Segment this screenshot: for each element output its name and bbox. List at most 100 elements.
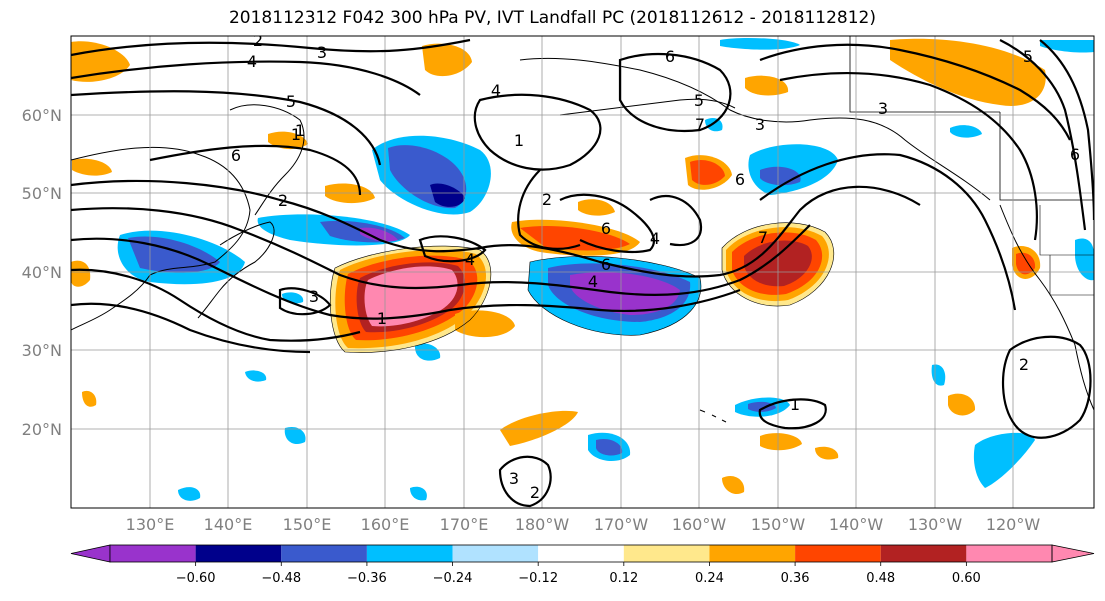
- colorbar-tick-label: 0.36: [781, 571, 810, 586]
- colorbar-swatch: [795, 545, 881, 562]
- canada-border: [849, 36, 1094, 201]
- colorbar-swatch: [366, 545, 453, 562]
- pv-contour: [517, 169, 581, 250]
- pos-anomaly-blob: [722, 475, 745, 495]
- lon-label: 150°E: [283, 515, 332, 534]
- contour-label: 5: [694, 91, 704, 110]
- contour-label: 1: [514, 131, 524, 150]
- contour-label: 2: [253, 31, 263, 50]
- neg-anomaly-blob: [284, 426, 306, 445]
- contour-label: 3: [309, 287, 319, 306]
- contour-label: 4: [247, 52, 257, 71]
- lon-label: 130°W: [908, 515, 963, 534]
- neg-anomaly-blob: [245, 370, 267, 382]
- neg-anomaly-blob: [1040, 40, 1094, 53]
- pv-contour: [649, 195, 703, 247]
- neg-anomaly-blob: [596, 438, 623, 456]
- pos-anomaly-blob: [520, 225, 630, 251]
- contour-label: 5: [286, 92, 296, 111]
- pos-anomaly-blob: [72, 158, 112, 176]
- lon-label: 160°W: [672, 515, 727, 534]
- pos-anomaly-blob: [455, 310, 515, 338]
- pos-anomaly-blob: [745, 75, 789, 96]
- pv-contour: [71, 237, 741, 320]
- longitude-labels: 130°E 140°E 150°E 160°E 170°E 180°W 170°W 160°W…: [126, 515, 1041, 534]
- contour-label: 4: [650, 229, 660, 248]
- colorbar-swatch: [880, 545, 967, 562]
- colorbar-tick-label: 0.60: [952, 571, 981, 586]
- contour-label: 3: [317, 43, 327, 62]
- contour-label: 5: [1023, 47, 1033, 66]
- lon-label: 120°W: [986, 515, 1041, 534]
- pv-contour: [759, 43, 1071, 141]
- contour-label: 4: [465, 250, 475, 269]
- alaska-coastline: [519, 57, 991, 201]
- japan-coastline: [197, 221, 275, 319]
- colorbar-tick-label: 0.24: [695, 571, 724, 586]
- contour-label: 1: [295, 121, 305, 140]
- neg-anomaly-blob: [360, 227, 398, 242]
- pv-anomaly-fields: [71, 37, 1094, 501]
- contour-label: 3: [755, 115, 765, 134]
- colorbar-swatch: [452, 545, 539, 562]
- pos-anomaly-blob: [948, 393, 976, 416]
- neg-anomaly-blob: [414, 343, 441, 361]
- map-frame: [70, 35, 1095, 509]
- neg-anomaly-blob: [430, 183, 465, 207]
- colorbar-tick-label: −0.60: [176, 571, 216, 586]
- pv-contour: [71, 38, 471, 57]
- pv-contour: [71, 268, 361, 342]
- pos-anomaly-blob: [815, 446, 839, 460]
- colorbar: [70, 544, 1095, 563]
- contour-label: 6: [1070, 145, 1080, 164]
- neg-anomaly-blob: [950, 125, 982, 138]
- pv-contour: [71, 90, 382, 166]
- colorbar-tick-label: −0.48: [261, 571, 301, 586]
- neg-anomaly-blob: [720, 37, 800, 50]
- contour-label: 1: [291, 125, 301, 144]
- pv-contour: [1002, 335, 1092, 439]
- pv-contour: [618, 52, 732, 133]
- lat-label: 30°N: [22, 341, 62, 360]
- hawaii-islands: [699, 409, 727, 423]
- us-states-border: [1039, 205, 1094, 296]
- colorbar-extend-low: [70, 544, 111, 563]
- map-title: 2018112312 F042 300 hPa PV, IVT Landfall…: [228, 8, 876, 28]
- lon-label: 150°W: [751, 515, 806, 534]
- pv-contour: [999, 39, 1087, 231]
- pv-contour: [71, 302, 311, 354]
- lat-label: 20°N: [22, 420, 62, 439]
- lon-label: 130°E: [126, 515, 175, 534]
- pos-anomaly-blob: [422, 43, 472, 77]
- pos-anomaly-blob: [760, 433, 802, 451]
- contour-label: 7: [758, 228, 768, 247]
- pos-anomaly-blob: [71, 260, 91, 287]
- pv-contour: [1039, 39, 1094, 221]
- colorbar-tick-label: −0.12: [518, 571, 558, 586]
- contour-label: 6: [231, 146, 241, 165]
- colorbar-frame: [109, 544, 1053, 563]
- colorbar-tick-labels: −0.60 −0.48 −0.36 −0.24 −0.12 0.12 0.24 0.36 0.4…: [176, 562, 981, 586]
- lon-label: 160°E: [361, 515, 410, 534]
- lon-label: 140°E: [204, 515, 253, 534]
- contour-label: 2: [530, 483, 540, 502]
- pv-contour: [71, 207, 811, 296]
- pos-anomaly-blob: [268, 131, 308, 150]
- contour-label: 4: [491, 81, 501, 100]
- colorbar-tick-label: 0.12: [609, 571, 638, 586]
- contour-label: 2: [278, 191, 288, 210]
- lon-label: 170°W: [594, 515, 649, 534]
- contour-label: 6: [735, 170, 745, 189]
- contour-label: 4: [588, 272, 598, 291]
- pos-anomaly-blob: [500, 410, 578, 446]
- contour-label: 1: [790, 395, 800, 414]
- pv-contour: [418, 235, 487, 263]
- contour-label: 7: [695, 115, 705, 134]
- neg-anomaly-blob: [410, 486, 427, 501]
- pv-contours: [71, 38, 1094, 508]
- contour-label: 3: [509, 469, 519, 488]
- neg-anomaly-blob: [1075, 238, 1094, 281]
- pv-contour: [758, 398, 827, 430]
